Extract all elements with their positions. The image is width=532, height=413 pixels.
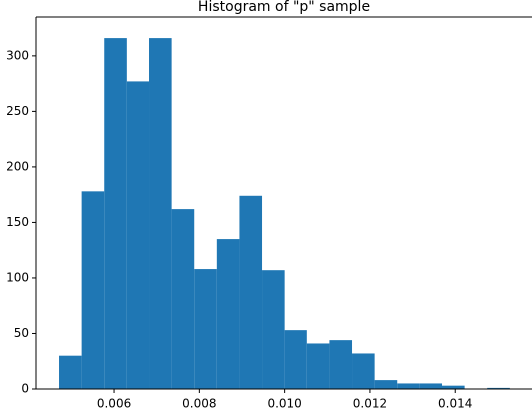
y-tick-label: 0 xyxy=(21,382,29,396)
y-tick-label: 300 xyxy=(6,48,29,62)
bar xyxy=(239,195,263,389)
bar xyxy=(306,343,330,389)
bar xyxy=(284,330,307,389)
x-tick-label: 0.006 xyxy=(97,397,131,411)
bar xyxy=(81,191,105,389)
bar xyxy=(216,239,240,389)
bar xyxy=(104,38,127,389)
y-tick-label: 100 xyxy=(6,270,29,284)
x-tick-label: 0.010 xyxy=(267,397,301,411)
x-tick-label: 0.014 xyxy=(438,397,472,411)
bar xyxy=(149,38,172,389)
bar xyxy=(419,383,443,389)
y-tick-label: 200 xyxy=(6,159,29,173)
bar xyxy=(59,355,82,389)
y-tick-label: 50 xyxy=(14,326,29,340)
y-tick-label: 250 xyxy=(6,104,29,118)
bar xyxy=(442,385,465,389)
bar xyxy=(397,383,420,389)
bar xyxy=(194,269,217,389)
y-tick-label: 150 xyxy=(6,215,29,229)
x-tick-label: 0.012 xyxy=(353,397,387,411)
bar xyxy=(171,209,195,389)
bar xyxy=(262,270,285,389)
chart-title: Histogram of "p" sample xyxy=(198,0,370,15)
x-tick-label: 0.008 xyxy=(182,397,216,411)
bar xyxy=(352,353,375,389)
bar xyxy=(487,387,510,389)
bar xyxy=(374,380,398,389)
bar xyxy=(329,340,353,389)
bar xyxy=(126,81,150,389)
